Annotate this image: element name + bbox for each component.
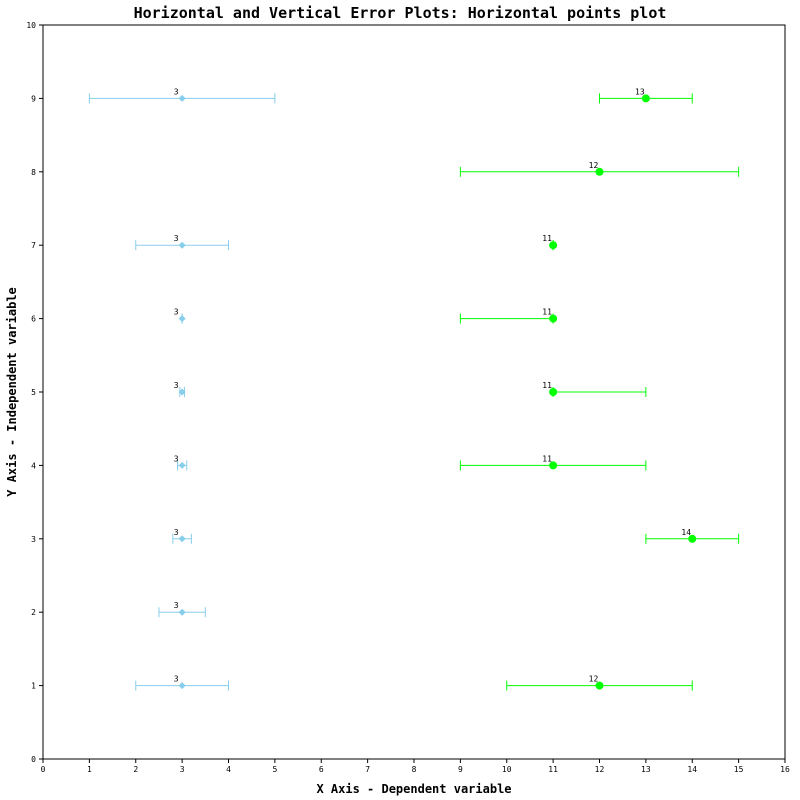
x-axis-label: X Axis - Dependent variable [316, 782, 511, 796]
data-point [178, 461, 186, 469]
x-tick-label: 4 [226, 765, 231, 774]
x-tick-label: 5 [272, 765, 277, 774]
series-2: 12 14 11 11 11 11 12 13 [459, 87, 740, 691]
y-tick-label: 0 [31, 755, 36, 764]
data-label: 3 [174, 234, 179, 243]
x-tick-label: 8 [412, 765, 417, 774]
series-1: 3 3 3 3 3 3 3 3 [88, 87, 276, 691]
y-tick-label: 7 [31, 241, 36, 250]
y-tick-label: 2 [31, 608, 36, 617]
x-tick-label: 15 [734, 765, 744, 774]
x-tick-label: 1 [87, 765, 92, 774]
y-tick-label: 1 [31, 682, 36, 691]
y-axis: 0 1 2 3 4 5 6 7 8 9 10 [26, 21, 43, 764]
data-point [549, 314, 558, 323]
data-label: 3 [174, 601, 179, 610]
y-tick-label: 10 [26, 21, 36, 30]
data-point [549, 241, 558, 250]
y-tick-label: 5 [31, 388, 36, 397]
y-tick-label: 9 [31, 94, 36, 103]
data-point [178, 94, 186, 102]
y-tick-label: 8 [31, 168, 36, 177]
data-point [178, 535, 186, 543]
data-label: 3 [174, 381, 179, 390]
data-label: 12 [589, 161, 599, 170]
data-point [549, 388, 558, 396]
data-point [178, 682, 186, 690]
y-axis-label: Y Axis - Independent variable [5, 287, 19, 497]
data-label: 3 [174, 675, 179, 684]
data-label: 13 [635, 87, 645, 96]
data-point [595, 167, 604, 176]
data-label: 11 [542, 381, 552, 390]
chart-title: Horizontal and Vertical Error Plots: Hor… [134, 4, 667, 22]
data-label: 3 [174, 454, 179, 463]
x-tick-label: 6 [319, 765, 324, 774]
data-label: 3 [174, 528, 179, 537]
data-point [688, 534, 697, 543]
data-point [178, 608, 186, 616]
data-label: 14 [681, 528, 691, 537]
y-tick-label: 6 [31, 315, 36, 324]
x-tick-label: 2 [133, 765, 138, 774]
x-axis: 0 1 2 3 4 5 6 7 8 9 10 11 12 13 14 15 16 [41, 759, 790, 774]
x-tick-label: 11 [548, 765, 558, 774]
data-label: 11 [542, 454, 552, 463]
x-tick-label: 16 [780, 765, 790, 774]
data-label: 12 [589, 675, 599, 684]
x-tick-label: 7 [365, 765, 370, 774]
data-point [178, 388, 186, 396]
data-label: 3 [174, 87, 179, 96]
x-tick-label: 3 [180, 765, 185, 774]
x-tick-label: 13 [641, 765, 651, 774]
x-tick-label: 9 [458, 765, 463, 774]
data-point [595, 681, 604, 690]
series-layer: 3 3 3 3 3 3 3 3 12 14 11 11 11 11 12 13 [88, 87, 740, 691]
y-tick-label: 4 [31, 461, 36, 470]
x-tick-label: 12 [595, 765, 605, 774]
data-label: 3 [174, 308, 179, 317]
y-tick-label: 3 [31, 535, 36, 544]
x-tick-label: 0 [41, 765, 46, 774]
data-label: 11 [542, 234, 552, 243]
data-point [178, 241, 186, 249]
data-label: 11 [542, 308, 552, 317]
x-tick-label: 10 [502, 765, 512, 774]
data-point [549, 461, 558, 470]
data-point [641, 94, 650, 103]
data-point [178, 315, 186, 323]
x-tick-label: 14 [687, 765, 697, 774]
